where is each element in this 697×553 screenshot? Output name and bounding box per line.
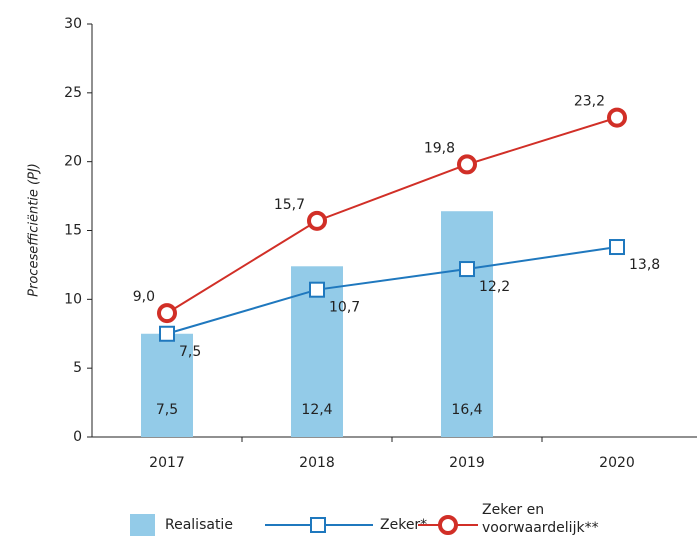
legend-marker: [310, 517, 326, 533]
data-label: 7,5: [179, 344, 201, 360]
legend-marker: [438, 515, 458, 535]
marker: [609, 239, 625, 256]
x-tick-label: 2018: [299, 455, 335, 471]
bar-label: 12,4: [301, 402, 332, 418]
data-label: 10,7: [329, 300, 360, 316]
marker: [607, 107, 627, 128]
legend-swatch: [130, 514, 155, 536]
y-tick-label: 30: [64, 16, 82, 32]
bar-label: 7,5: [156, 402, 178, 418]
data-label: 13,8: [629, 257, 660, 273]
data-label: 12,2: [479, 279, 510, 295]
data-label: 9,0: [133, 289, 155, 305]
y-tick-label: 5: [73, 360, 82, 376]
marker: [307, 210, 327, 231]
y-tick-label: 10: [64, 291, 82, 307]
y-axis-title: Procesefficiëntie (PJ): [27, 163, 42, 297]
legend-label: Realisatie: [165, 517, 233, 533]
bar-label: 16,4: [451, 402, 482, 418]
legend-label: Zeker en voorwaardelijk**: [482, 502, 599, 536]
y-tick-label: 25: [64, 85, 82, 101]
marker: [309, 281, 325, 298]
data-label: 19,8: [424, 140, 455, 156]
line: [166, 116, 618, 314]
y-tick-label: 0: [73, 429, 82, 445]
x-tick-label: 2020: [599, 455, 635, 471]
y-tick-label: 20: [64, 154, 82, 170]
legend-label: Zeker*: [380, 517, 427, 533]
marker: [157, 303, 177, 324]
data-label: 23,2: [574, 94, 605, 110]
bar: [441, 211, 493, 437]
y-tick-label: 15: [64, 223, 82, 239]
marker: [159, 325, 175, 342]
line: [166, 246, 618, 335]
marker: [459, 261, 475, 278]
x-tick-label: 2019: [449, 455, 485, 471]
x-tick-label: 2017: [149, 455, 185, 471]
marker: [457, 154, 477, 175]
bar: [141, 333, 193, 437]
data-label: 15,7: [274, 197, 305, 213]
